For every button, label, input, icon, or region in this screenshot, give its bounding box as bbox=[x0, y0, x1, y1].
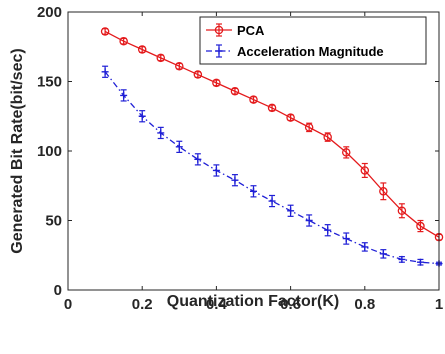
series-line bbox=[104, 71, 440, 265]
y-tick-label: 0 bbox=[54, 282, 62, 299]
data-point bbox=[230, 86, 240, 96]
data-point bbox=[137, 45, 147, 54]
data-point bbox=[138, 112, 146, 120]
x-tick-label: 0.4 bbox=[206, 296, 228, 313]
data-point bbox=[212, 78, 221, 88]
data-point bbox=[175, 61, 184, 71]
legend-marker bbox=[214, 25, 224, 35]
data-point bbox=[398, 255, 406, 263]
y-tick-label: 100 bbox=[37, 143, 62, 160]
data-point bbox=[193, 70, 203, 79]
data-point bbox=[361, 243, 369, 251]
x-tick-label: 1 bbox=[435, 296, 443, 313]
data-point bbox=[194, 155, 202, 163]
data-point bbox=[157, 129, 165, 137]
data-point bbox=[342, 235, 350, 243]
data-point bbox=[379, 250, 387, 258]
axes: 0 0.2 0.4 0.6 0.8 1 0 50 100 150 200 bbox=[37, 4, 443, 313]
y-tick-label: 50 bbox=[45, 213, 62, 230]
y-tick-label: 150 bbox=[37, 74, 62, 91]
data-point bbox=[323, 132, 332, 142]
data-point bbox=[120, 91, 128, 99]
x-tick-label: 0.2 bbox=[132, 296, 153, 313]
data-point bbox=[100, 27, 110, 36]
data-point bbox=[212, 166, 220, 174]
legend: PCA Acceleration Magnitude bbox=[199, 16, 427, 65]
data-point bbox=[416, 258, 424, 266]
data-point bbox=[379, 187, 388, 196]
data-point bbox=[231, 176, 239, 184]
legend-box bbox=[199, 16, 427, 65]
x-tick-label: 0.8 bbox=[354, 296, 375, 313]
data-point bbox=[416, 221, 425, 231]
data-point bbox=[175, 143, 183, 151]
data-point bbox=[101, 68, 109, 76]
data-point bbox=[287, 207, 295, 215]
x-tick-label: 0.6 bbox=[280, 296, 301, 313]
x-tick-label: 0 bbox=[64, 296, 72, 313]
data-point bbox=[304, 123, 314, 132]
x-axis-label: Quantization Factor(K) bbox=[167, 293, 339, 310]
data-point bbox=[267, 103, 277, 113]
legend-label: PCA bbox=[237, 23, 265, 38]
data-point bbox=[341, 148, 351, 157]
data-point bbox=[268, 197, 276, 205]
data-point bbox=[156, 53, 165, 63]
data-point bbox=[305, 217, 313, 224]
legend-label: Acceleration Magnitude bbox=[237, 44, 384, 59]
data-point bbox=[286, 113, 295, 122]
legend-marker bbox=[215, 47, 223, 55]
series-acceleration-magnitude bbox=[101, 65, 443, 268]
data-point bbox=[250, 187, 257, 195]
data-point bbox=[119, 36, 128, 46]
series-pca bbox=[100, 27, 444, 242]
data-point bbox=[360, 166, 370, 175]
data-point bbox=[249, 95, 258, 104]
data-point bbox=[397, 206, 407, 216]
y-tick-label: 200 bbox=[37, 4, 62, 21]
data-point bbox=[324, 226, 332, 234]
y-axis-label: Generated Bit Rate(bit/sec) bbox=[9, 48, 26, 253]
